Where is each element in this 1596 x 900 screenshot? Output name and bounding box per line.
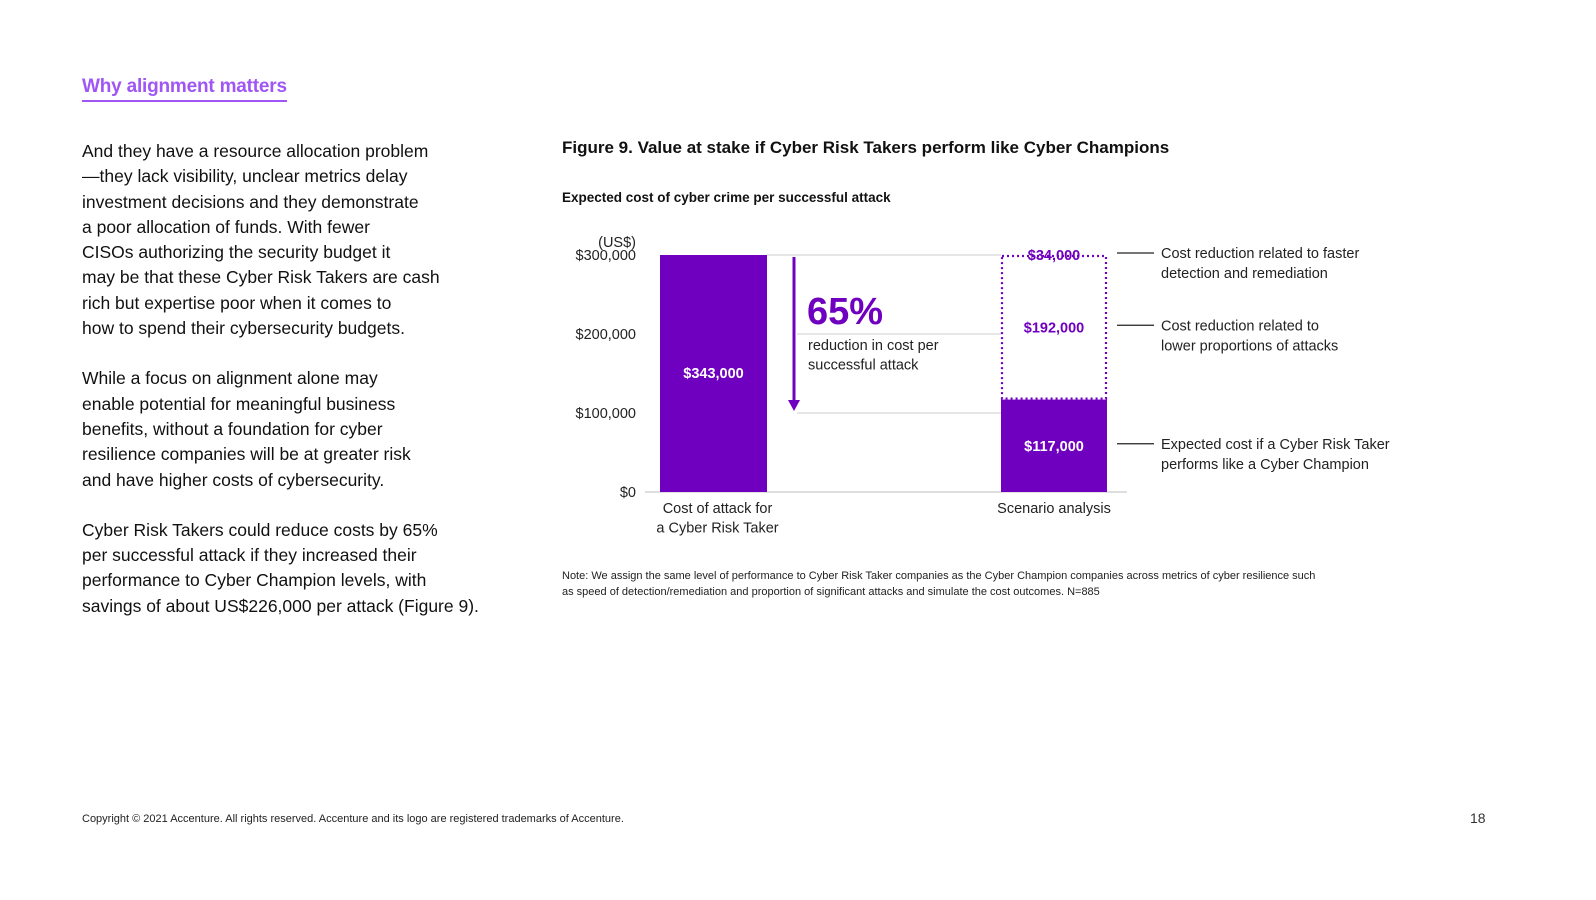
body-text: And they have a resource allocation prob… xyxy=(82,139,522,644)
bar-value-label: $343,000 xyxy=(683,366,743,382)
body-paragraph-1: And they have a resource allocation prob… xyxy=(82,141,440,339)
segment-value-label: $34,000 xyxy=(1028,248,1080,264)
segment-value-label: $117,000 xyxy=(1024,439,1084,455)
x-category-label: Scenario analysis xyxy=(997,501,1111,517)
chart-subtitle: Expected cost of cyber crime per success… xyxy=(562,190,891,205)
body-paragraph-2: While a focus on alignment alone may ena… xyxy=(82,368,411,490)
y-tick-label: $200,000 xyxy=(576,327,636,343)
x-category-label: a Cyber Risk Taker xyxy=(656,521,778,537)
callout-value: 65% xyxy=(807,291,883,333)
stack-segment xyxy=(1001,399,1107,492)
x-category-label: Cost of attack for xyxy=(663,501,773,517)
section-title: Why alignment matters xyxy=(82,76,287,102)
y-tick-label: $300,000 xyxy=(576,248,636,264)
copyright: Copyright © 2021 Accenture. All rights r… xyxy=(82,813,624,825)
segment-value-label: $192,000 xyxy=(1024,320,1084,336)
annotation-text: detection and remediation xyxy=(1161,266,1328,282)
y-unit-label: (US$) xyxy=(598,235,636,251)
callout-text: reduction in cost per xyxy=(808,338,939,354)
annotation-text: Expected cost if a Cyber Risk Taker xyxy=(1161,437,1390,453)
annotation-text: performs like a Cyber Champion xyxy=(1161,457,1369,473)
body-paragraph-3: Cyber Risk Takers could reduce costs by … xyxy=(82,519,479,616)
y-tick-label: $100,000 xyxy=(576,406,636,422)
bar-chart: $0 $100,000 $200,000 $300,000(US$) $343,000 $… xyxy=(576,235,1390,537)
annotation-text: Cost reduction related to xyxy=(1161,318,1319,334)
reduction-arrow-head xyxy=(788,400,800,411)
y-tick-label: $0 xyxy=(620,485,636,501)
stack-segment-dotted xyxy=(1000,254,1108,400)
page-number: 18 xyxy=(1470,810,1486,826)
callout-text: successful attack xyxy=(808,358,919,374)
bar xyxy=(660,255,767,492)
annotation-text: Cost reduction related to faster xyxy=(1161,246,1359,262)
annotation-text: lower proportions of attacks xyxy=(1161,338,1338,354)
chart-note: Note: We assign the same level of perfor… xyxy=(562,570,1316,598)
figure-title: Figure 9. Value at stake if Cyber Risk T… xyxy=(562,138,1170,157)
